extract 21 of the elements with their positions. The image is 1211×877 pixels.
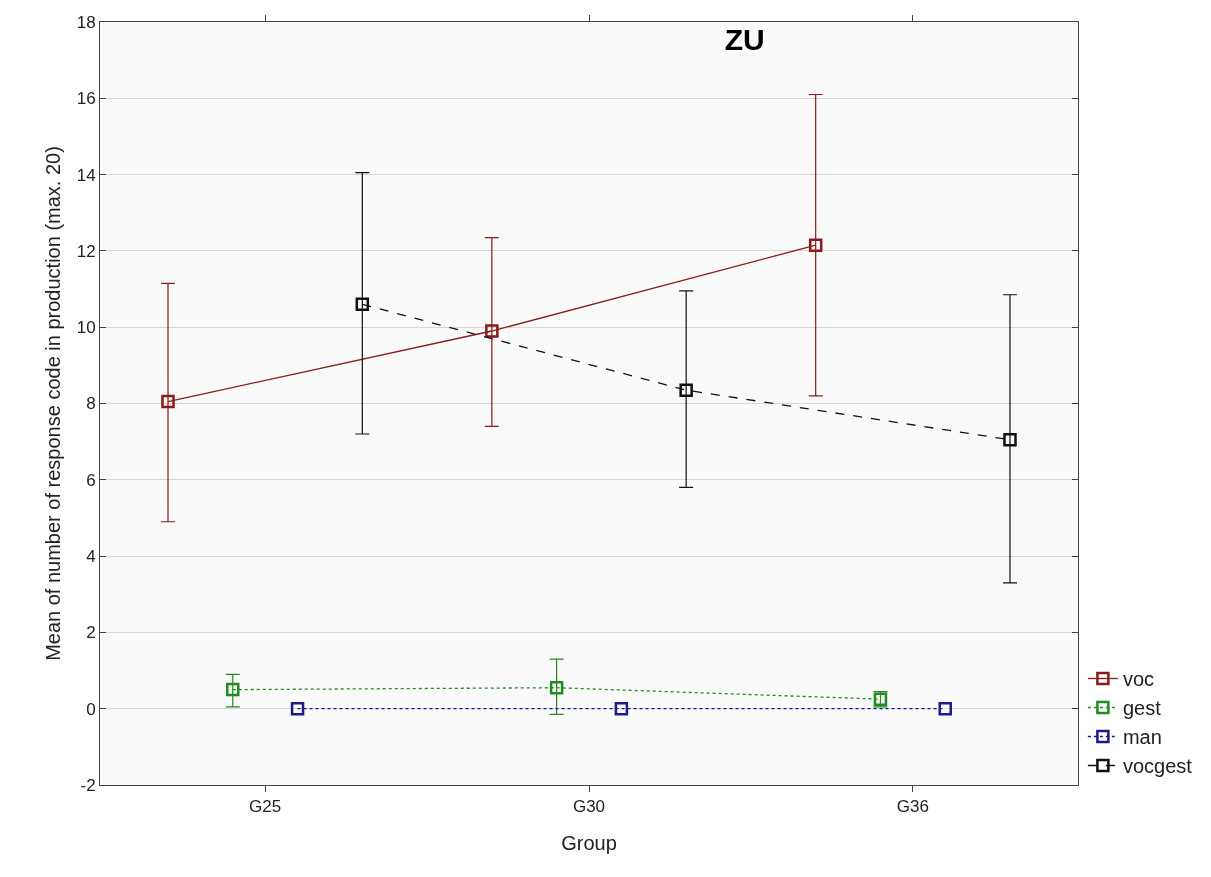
y-tick-label: 14 <box>76 165 96 185</box>
x-tick-label: G30 <box>572 797 606 817</box>
y-tick-label: 4 <box>86 547 96 567</box>
legend-label: voc <box>1122 668 1155 691</box>
x-tick-label: G36 <box>896 797 929 817</box>
y-tick-label: 18 <box>76 12 96 32</box>
y-axis-title: Mean of number of response code in production (max. 20) <box>42 146 65 661</box>
y-tick-label: 16 <box>76 89 96 109</box>
legend-label: gest <box>1122 697 1162 720</box>
x-axis-title: Group <box>561 831 617 854</box>
legend-label: vocgest <box>1122 755 1193 778</box>
y-tick-label: 2 <box>86 623 96 643</box>
y-tick-label: 12 <box>76 241 96 261</box>
legend-label: man <box>1122 726 1162 749</box>
y-tick-label: 8 <box>86 394 96 414</box>
y-tick-label: 10 <box>76 318 96 338</box>
x-tick-label: G25 <box>249 797 282 817</box>
y-tick-label: 6 <box>86 470 96 490</box>
chart-title: ZU <box>724 22 765 56</box>
y-tick-label: 0 <box>86 699 96 719</box>
y-tick-label: -2 <box>80 775 96 795</box>
